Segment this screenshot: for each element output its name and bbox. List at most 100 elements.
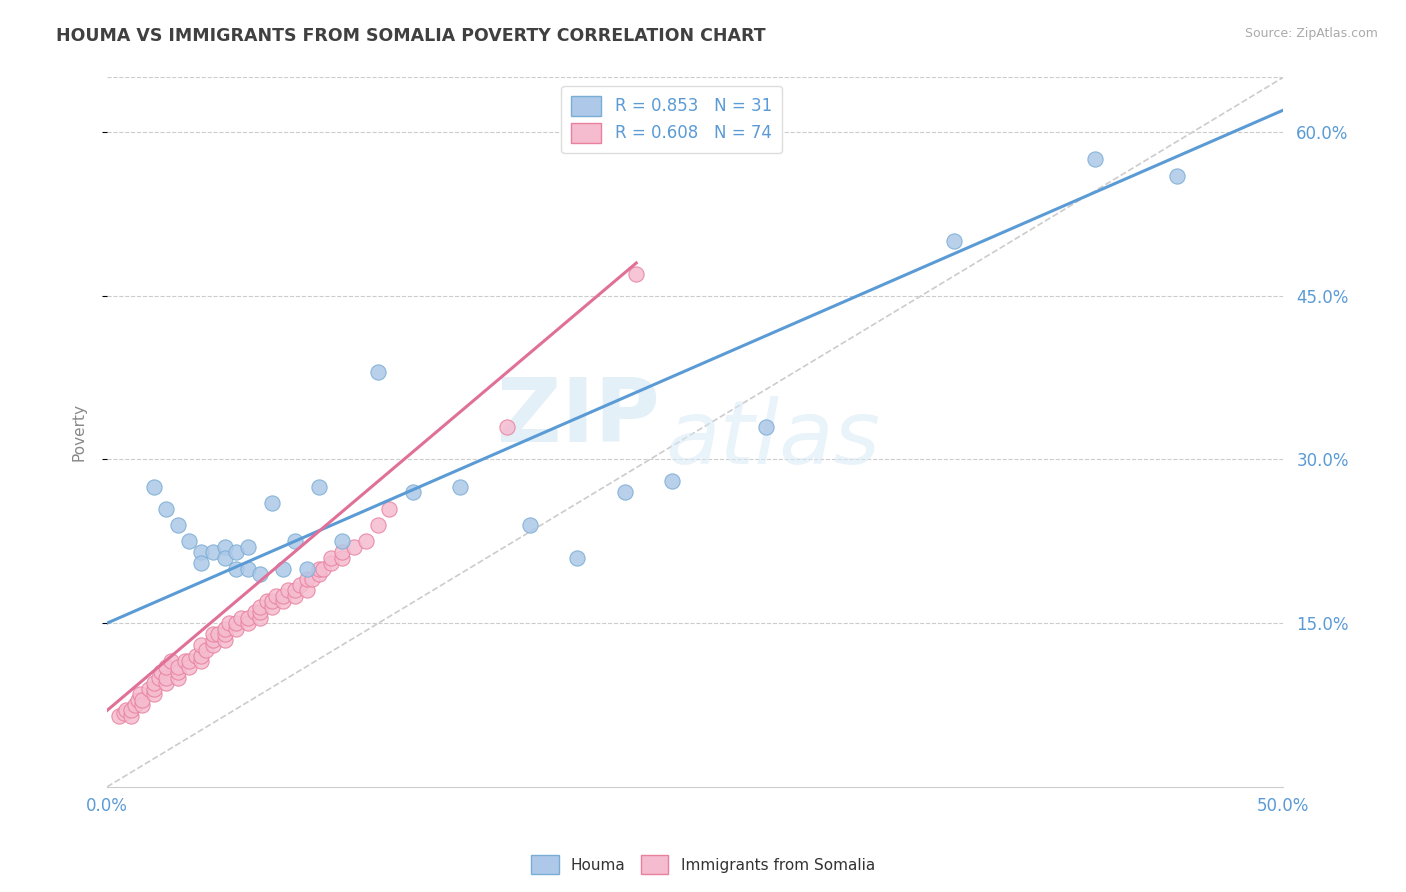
Point [207,627,229,641]
Legend: R = 0.853   N = 31, R = 0.608   N = 74: R = 0.853 N = 31, R = 0.608 N = 74 [561,86,782,153]
Point [179,654,201,668]
Point [231,610,253,624]
Point [238,616,260,631]
Point [120,709,142,723]
Point [214,622,236,636]
Point [120,703,142,717]
Point [214,550,236,565]
Point [402,485,425,500]
Point [249,599,271,614]
Point [319,556,342,570]
Point [245,605,267,619]
Point [108,709,131,723]
Point [613,485,636,500]
Point [190,545,212,559]
Point [166,660,188,674]
Point [295,583,318,598]
Point [367,517,389,532]
Point [129,687,152,701]
Y-axis label: Poverty: Poverty [72,403,86,461]
Text: ZIP: ZIP [498,375,659,461]
Legend: Houma, Immigrants from Somalia: Houma, Immigrants from Somalia [524,849,882,880]
Point [238,610,260,624]
Point [367,365,389,379]
Point [166,665,188,680]
Point [308,480,330,494]
Point [284,589,307,603]
Point [284,583,307,598]
Point [179,534,201,549]
Point [143,480,166,494]
Point [131,698,153,712]
Point [249,567,271,582]
Point [166,671,188,685]
Point [1084,153,1107,167]
Point [143,687,166,701]
Point [330,545,353,559]
Point [519,517,541,532]
Point [225,545,247,559]
Point [1166,169,1188,183]
Point [155,676,177,690]
Point [201,545,224,559]
Point [179,660,201,674]
Point [273,589,295,603]
Point [354,534,377,549]
Point [155,660,177,674]
Point [124,698,146,712]
Point [249,610,271,624]
Point [288,578,311,592]
Point [260,496,283,510]
Point [308,567,330,582]
Point [942,234,965,248]
Point [266,589,288,603]
Point [295,573,318,587]
Point [626,267,648,281]
Point [186,648,208,663]
Point [194,643,217,657]
Point [173,654,195,668]
Point [260,599,283,614]
Point [143,681,166,696]
Point [115,703,138,717]
Point [249,605,271,619]
Text: atlas: atlas [665,396,880,483]
Point [449,480,471,494]
Point [214,540,236,554]
Point [312,561,335,575]
Point [330,550,353,565]
Point [201,632,224,647]
Point [273,594,295,608]
Point [319,550,342,565]
Text: HOUMA VS IMMIGRANTS FROM SOMALIA POVERTY CORRELATION CHART: HOUMA VS IMMIGRANTS FROM SOMALIA POVERTY… [56,27,766,45]
Point [201,627,224,641]
Point [127,692,149,706]
Point [214,627,236,641]
Point [277,583,299,598]
Point [166,517,188,532]
Point [112,706,135,720]
Point [218,616,240,631]
Point [661,475,683,489]
Point [295,561,318,575]
Point [238,540,260,554]
Point [190,638,212,652]
Point [755,419,778,434]
Point [330,534,353,549]
Point [308,561,330,575]
Point [567,550,589,565]
Point [273,561,295,575]
Point [150,665,173,680]
Point [190,654,212,668]
Point [238,561,260,575]
Point [131,692,153,706]
Point [214,632,236,647]
Point [143,676,166,690]
Text: Source: ZipAtlas.com: Source: ZipAtlas.com [1244,27,1378,40]
Point [343,540,366,554]
Point [190,648,212,663]
Point [225,622,247,636]
Point [256,594,278,608]
Point [155,671,177,685]
Point [159,654,181,668]
